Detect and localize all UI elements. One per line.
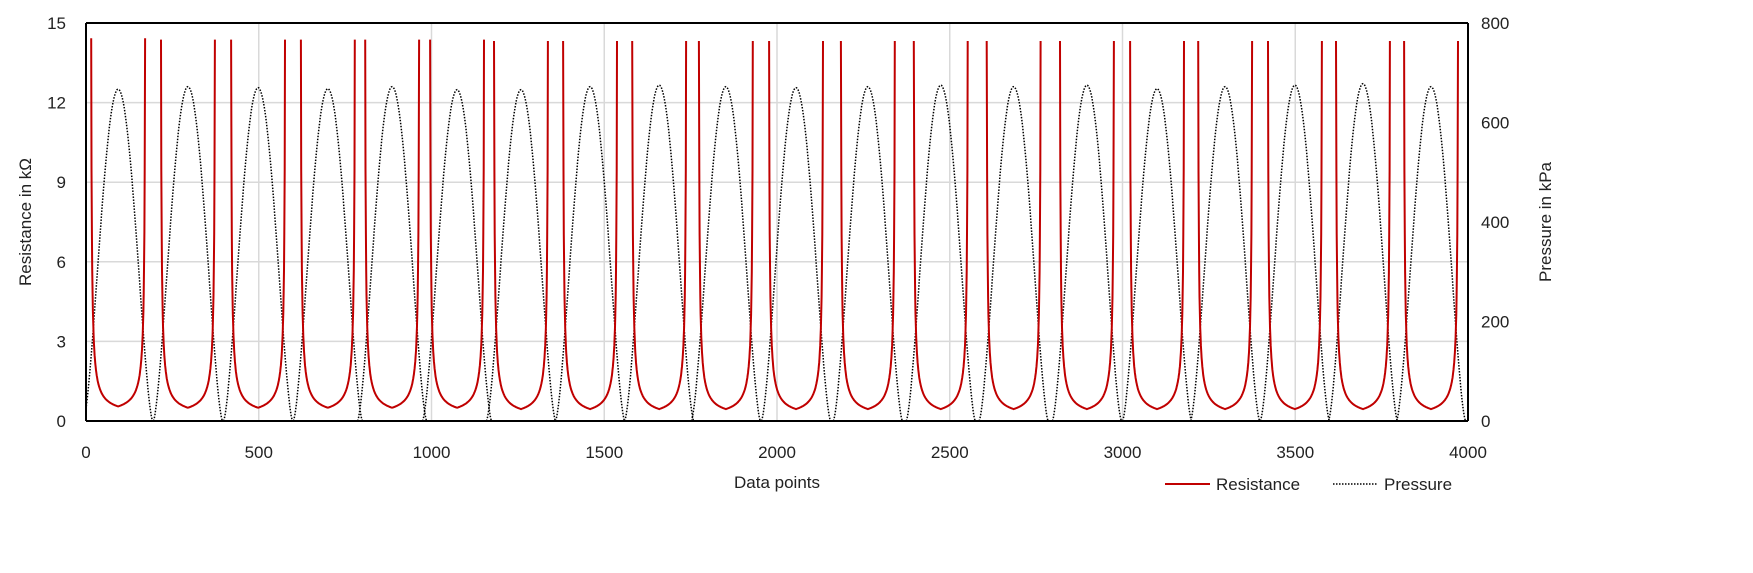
pressure-cycle: [832, 85, 904, 422]
x-tick-label: 2500: [931, 443, 969, 462]
resistance-cycle: [839, 40, 896, 411]
resistance-cycle: [1267, 40, 1323, 411]
x-tick-label: 1500: [585, 443, 623, 462]
pressure-cycle: [1395, 85, 1467, 422]
resistance-cycle: [1059, 40, 1115, 411]
x-tick-label: 1000: [413, 443, 451, 462]
y-tick-label: 9: [57, 173, 66, 192]
y2-tick-label: 600: [1481, 114, 1509, 133]
pressure-cycle: [760, 86, 832, 422]
x-tick-label: 0: [81, 443, 90, 462]
y2-tick-label: 800: [1481, 14, 1509, 33]
x-tick-label: 4000: [1449, 443, 1487, 462]
pressure-cycle: [152, 85, 224, 422]
resistance-cycle: [1403, 40, 1459, 411]
resistance-cycle: [90, 38, 147, 408]
resistance-cycle: [493, 40, 549, 411]
axes: [85, 22, 1469, 422]
legend-pressure-label: Pressure: [1384, 475, 1452, 494]
y2-tick-label: 400: [1481, 213, 1509, 232]
pressure-cycle: [421, 88, 493, 422]
pressure-cycle: [623, 84, 695, 422]
x-tick-label: 3500: [1276, 443, 1314, 462]
resistance-cycle: [697, 40, 754, 411]
pressure-cycle: [292, 87, 364, 422]
pressure-cycle: [485, 88, 557, 422]
pressure-cycle: [554, 85, 626, 422]
y2-tick-label: 0: [1481, 412, 1490, 431]
x-tick-label: 500: [245, 443, 273, 462]
resistance-cycle: [631, 40, 688, 411]
resistance-cycle: [985, 40, 1042, 411]
series-layer: [85, 38, 1467, 422]
pressure-cycle: [1121, 87, 1193, 422]
pressure-cycle: [1327, 82, 1399, 422]
resistance-cycle: [1129, 40, 1185, 411]
pressure-cycle: [905, 84, 977, 422]
resistance-cycle: [160, 39, 216, 409]
y-tick-label: 3: [57, 332, 66, 351]
x-tick-label: 3000: [1104, 443, 1142, 462]
resistance-cycle: [429, 39, 485, 409]
legend: Resistance Pressure: [1165, 475, 1452, 494]
pressure-cycle: [85, 88, 154, 422]
y2-tick-label: 200: [1481, 313, 1509, 332]
resistance-cycle: [364, 39, 421, 409]
y-tick-label: 12: [47, 94, 66, 113]
pressure-cycle: [690, 85, 762, 422]
pressure-cycle: [1051, 84, 1123, 422]
y-tick-label: 0: [57, 412, 66, 431]
x-axis-label: Data points: [734, 473, 820, 492]
legend-resistance-label: Resistance: [1216, 475, 1300, 494]
grid: [86, 22, 1468, 421]
x-tick-label: 2000: [758, 443, 796, 462]
resistance-cycle: [1197, 40, 1254, 411]
pressure-cycle: [978, 85, 1049, 422]
resistance-cycle: [562, 40, 618, 411]
y2-axis-label: Pressure in kPa: [1536, 161, 1555, 282]
resistance-cycle: [912, 40, 969, 411]
resistance-cycle: [1335, 40, 1391, 411]
pressure-cycle: [1189, 85, 1261, 422]
resistance-cycle: [768, 40, 824, 411]
y-tick-label: 6: [57, 253, 66, 272]
resistance-cycle: [299, 39, 356, 409]
pressure-cycle: [356, 85, 428, 422]
y-axis-label: Resistance in kΩ: [16, 158, 35, 286]
tick-labels: 0 500 1000 1500 2000 2500 3000 3500 400003691215…: [47, 14, 1509, 462]
pressure-cycle: [222, 86, 294, 422]
y-tick-label: 15: [47, 14, 66, 33]
resistance-cycle: [230, 39, 286, 409]
